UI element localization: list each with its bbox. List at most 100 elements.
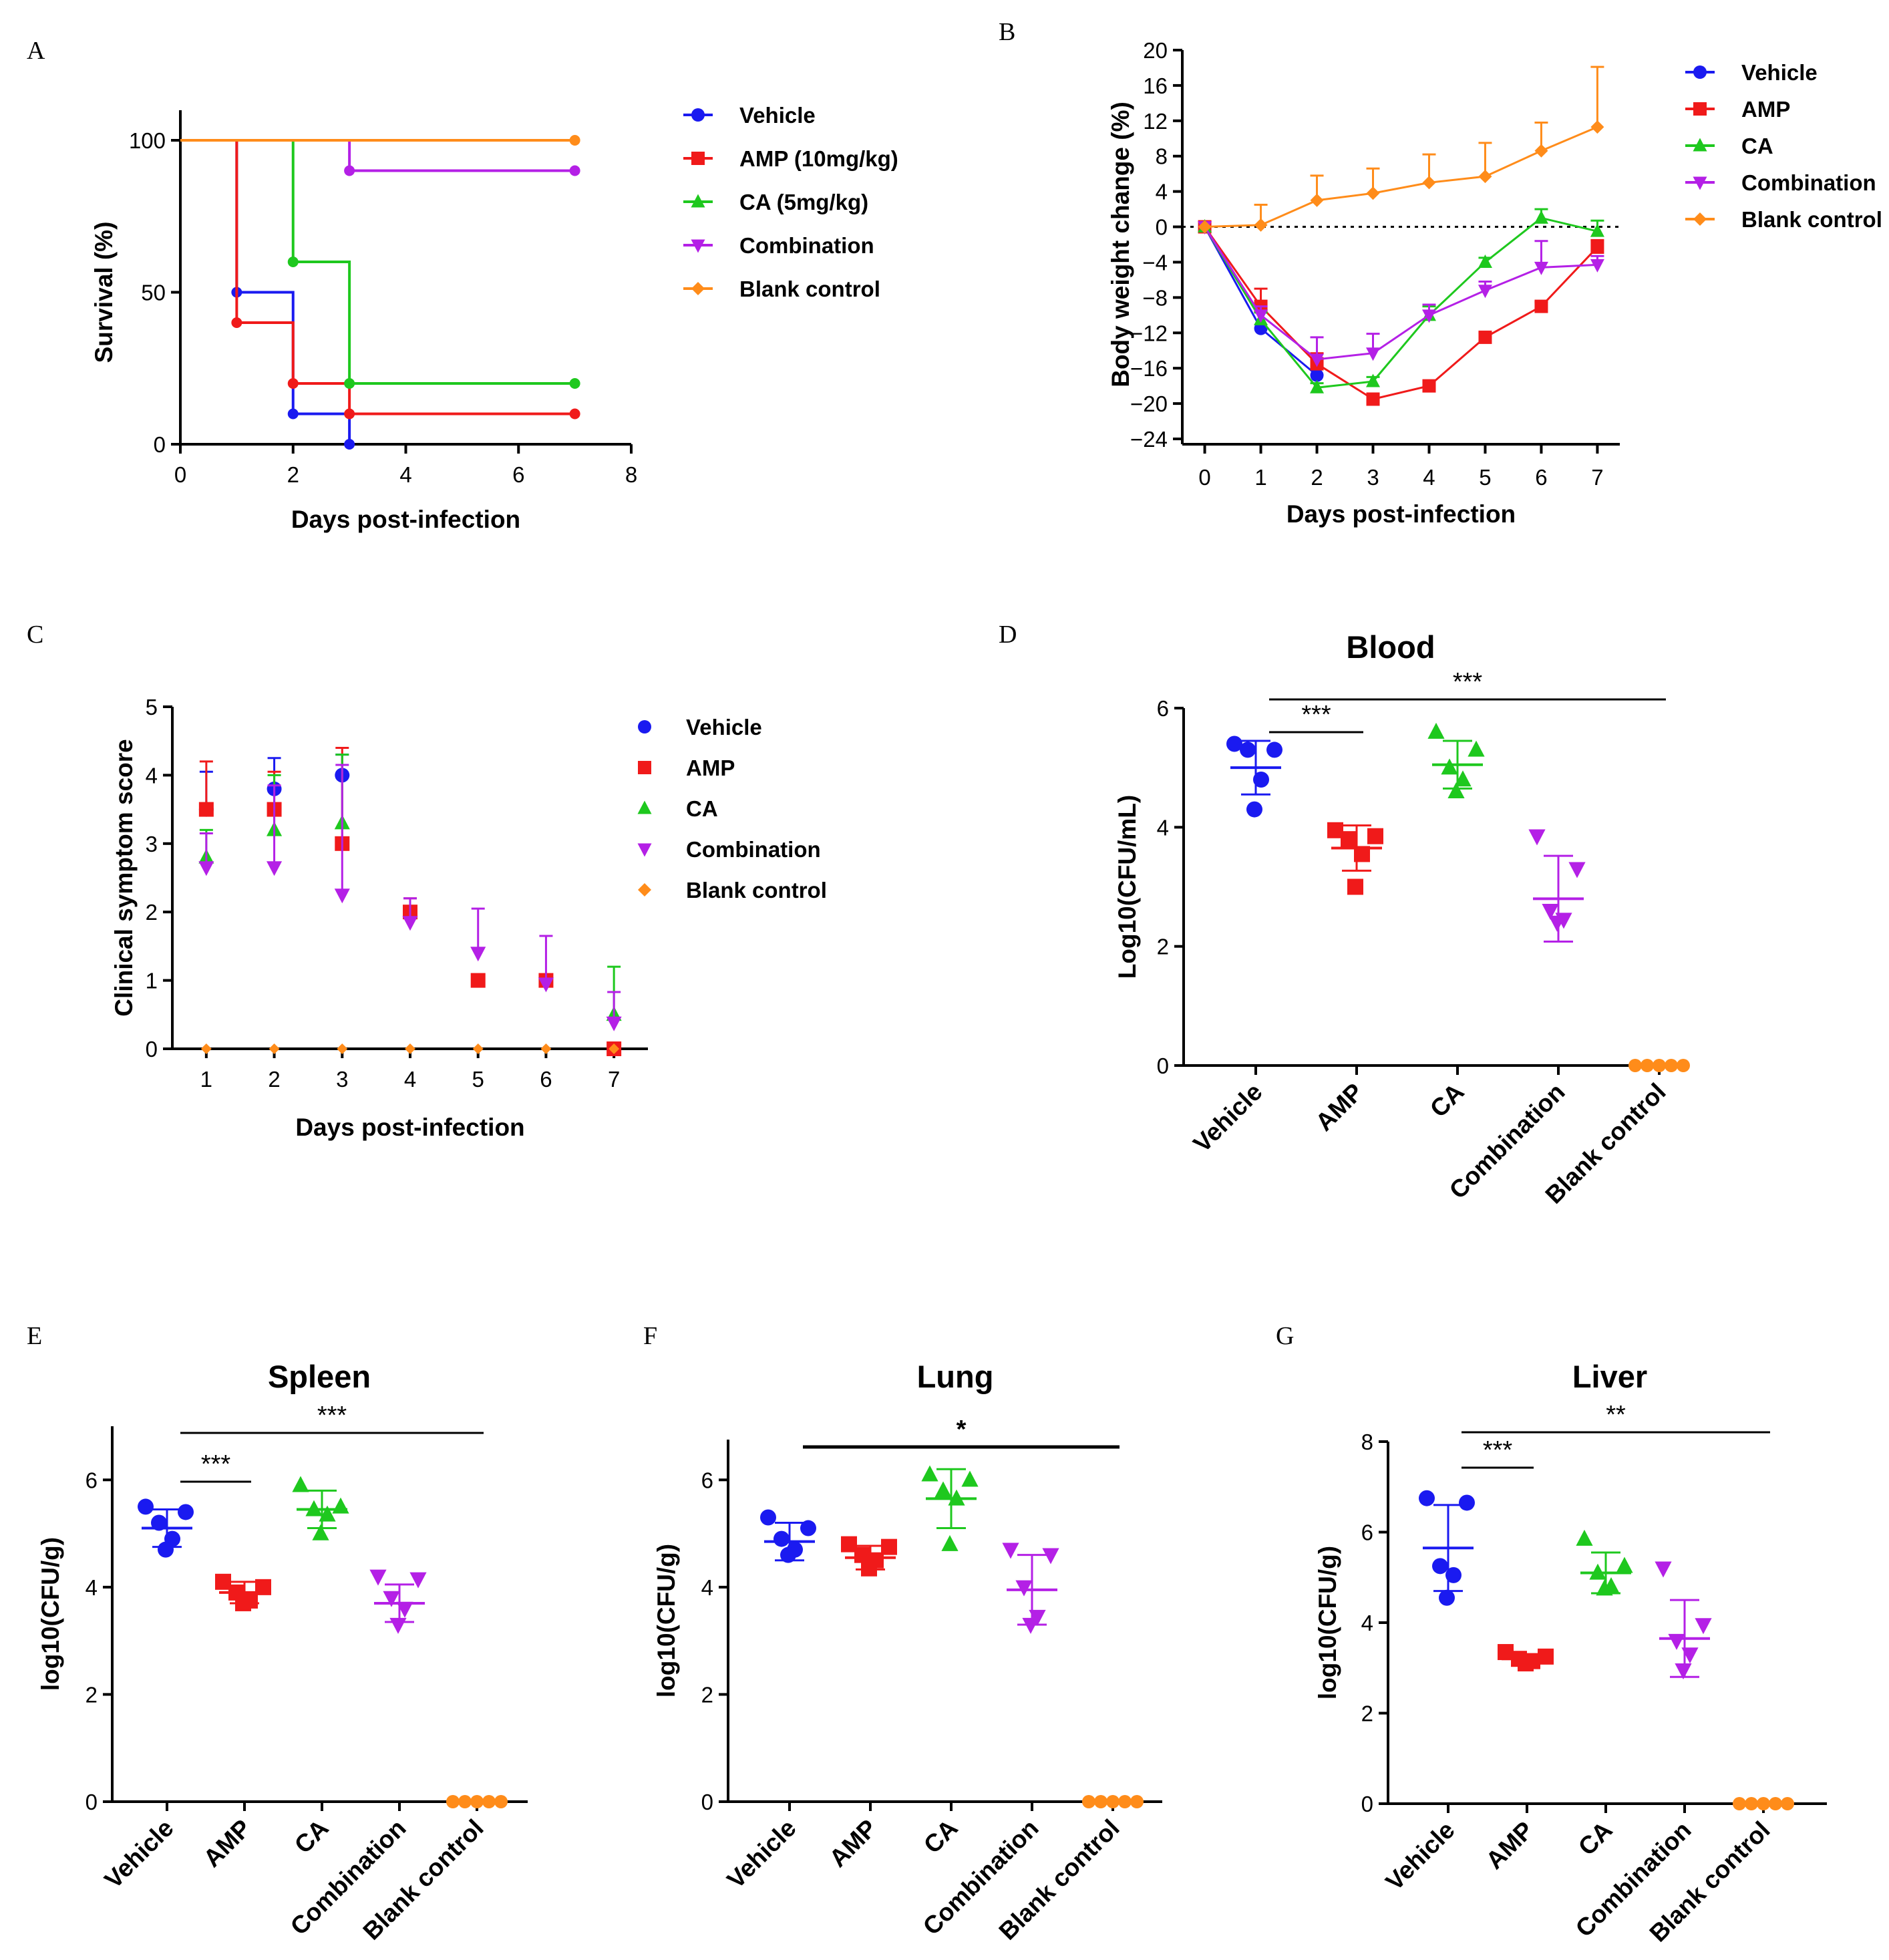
- dot-combination: [1002, 1542, 1019, 1559]
- dot-amp: [881, 1538, 897, 1555]
- dot-combination: [389, 1617, 407, 1634]
- significance-label: ***: [201, 1450, 231, 1478]
- y-tick-label: 2: [701, 1682, 713, 1707]
- y-tick-label: 2: [146, 900, 158, 925]
- dot-vehicle: [1419, 1490, 1435, 1506]
- dot-ca: [921, 1465, 938, 1482]
- y-axis-title: log10(CFU/g): [653, 1544, 680, 1697]
- dot-blank-control: [1757, 1797, 1770, 1810]
- chart-title: Spleen: [268, 1359, 371, 1394]
- group-ca: [1427, 722, 1485, 799]
- survival-point-vehicle: [344, 439, 355, 450]
- x-tick-label: 1: [200, 1067, 212, 1092]
- y-tick-label: 4: [85, 1575, 98, 1600]
- data-point-blank-control: [540, 1043, 552, 1054]
- panel-letter-f: F: [643, 1322, 657, 1350]
- dot-amp: [235, 1595, 251, 1611]
- panel-letter-g: G: [1276, 1322, 1294, 1350]
- y-tick-label: 8: [1156, 144, 1168, 169]
- dot-ca: [941, 1534, 959, 1551]
- y-tick-label: 0: [1156, 215, 1168, 240]
- survival-line-combination: [180, 139, 575, 172]
- legend-marker-ca: [1693, 138, 1707, 152]
- y-tick-label: 0: [85, 1790, 98, 1814]
- dot-combination: [383, 1591, 400, 1607]
- y-tick-label: 8: [1361, 1430, 1373, 1454]
- legend-label-combination: Combination: [739, 233, 874, 258]
- group-combination: [1002, 1542, 1059, 1634]
- dot-blank-control: [1118, 1795, 1132, 1808]
- series-line-amp: [1204, 226, 1598, 401]
- data-point-blank-control: [609, 1043, 620, 1054]
- group-combination: [369, 1569, 427, 1634]
- y-tick-label: 6: [1157, 696, 1169, 721]
- dot-ca: [292, 1476, 309, 1492]
- data-point-ca: [1310, 379, 1325, 393]
- legend-label-amp: AMP: [1741, 97, 1790, 122]
- x-tick-label: 7: [1591, 465, 1603, 490]
- series-blank-control: [200, 1043, 620, 1054]
- x-tick-label-amp: AMP: [1481, 1816, 1539, 1874]
- data-point-amp: [1366, 392, 1380, 406]
- series-line-blank-control: [1204, 126, 1598, 228]
- dot-vehicle: [760, 1509, 776, 1526]
- x-tick-label-amp: AMP: [198, 1814, 256, 1872]
- x-tick-label: 5: [1479, 465, 1491, 490]
- y-tick-label: 2: [1361, 1701, 1373, 1726]
- y-tick-label: 2: [1157, 935, 1169, 959]
- group-blank-control: [1733, 1797, 1794, 1810]
- dot-combination: [1681, 1647, 1699, 1664]
- y-tick-label: 12: [1143, 109, 1168, 134]
- data-point-blank-control: [472, 1043, 484, 1054]
- x-tick-label: 4: [404, 1067, 416, 1092]
- data-point-vehicle: [1310, 368, 1324, 382]
- data-point-amp: [1534, 299, 1548, 313]
- significance-label: ***: [1483, 1436, 1513, 1464]
- dot-blank-control: [1130, 1795, 1144, 1808]
- x-tick-label: 3: [336, 1067, 348, 1092]
- y-tick-label: 5: [146, 695, 158, 719]
- y-tick-label: 4: [1361, 1611, 1373, 1635]
- data-point-ca: [1590, 223, 1604, 237]
- y-tick-label: 0: [154, 432, 166, 457]
- y-tick-label: 20: [1143, 38, 1168, 63]
- dot-combination: [1542, 903, 1559, 920]
- group-blank-control: [1082, 1795, 1144, 1808]
- dot-ca: [934, 1481, 952, 1498]
- group-vehicle: [138, 1498, 194, 1558]
- group-blank-control: [1628, 1059, 1690, 1072]
- data-point-combination: [470, 947, 486, 962]
- dot-combination: [1568, 862, 1586, 878]
- legend-label-blank-control: Blank control: [1741, 207, 1882, 232]
- data-point-amp: [1422, 379, 1436, 393]
- survival-point-combination: [344, 165, 355, 176]
- data-point-combination: [1590, 259, 1604, 273]
- data-point-blank-control: [1422, 176, 1436, 190]
- dot-ca: [948, 1489, 965, 1506]
- x-tick-label: 3: [1367, 465, 1379, 490]
- dot-ca: [312, 1524, 329, 1540]
- y-tick-label: 4: [146, 763, 158, 788]
- dot-combination: [396, 1601, 413, 1618]
- data-point-ca: [1534, 210, 1548, 224]
- survival-point-blank-control: [569, 135, 580, 146]
- y-tick-label: 100: [129, 128, 166, 153]
- data-point-combination: [198, 861, 214, 876]
- legend-marker-combination: [691, 239, 705, 253]
- dot-blank-control: [1653, 1059, 1666, 1072]
- y-tick-label: 6: [1361, 1520, 1373, 1545]
- group-ca: [292, 1476, 349, 1540]
- data-point-combination: [267, 861, 283, 876]
- x-tick-label: 5: [472, 1067, 484, 1092]
- survival-point-vehicle: [287, 408, 299, 420]
- x-tick-label-amp: AMP: [1311, 1078, 1369, 1136]
- dot-vehicle: [800, 1520, 816, 1536]
- dot-vehicle: [1226, 736, 1242, 752]
- data-point-blank-control: [269, 1043, 280, 1054]
- x-tick-label: 1: [1254, 465, 1266, 490]
- group-blank-control: [446, 1795, 508, 1808]
- x-tick-label-vehicle: Vehicle: [721, 1814, 801, 1894]
- series-combination: [198, 764, 622, 1031]
